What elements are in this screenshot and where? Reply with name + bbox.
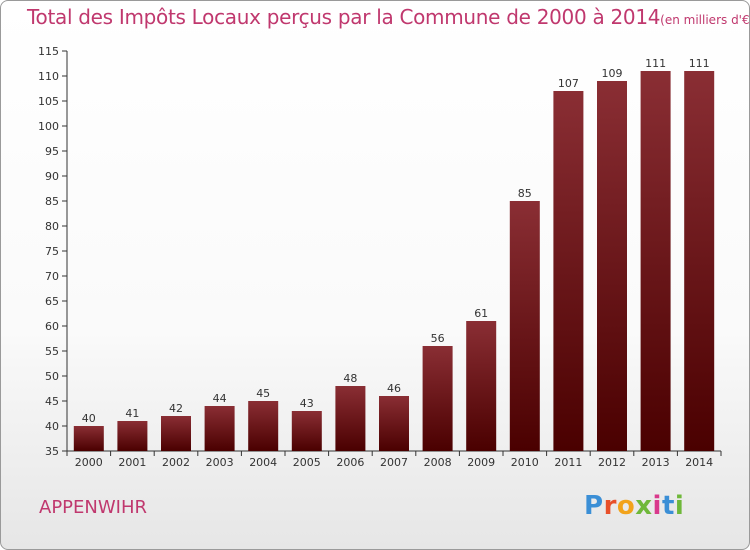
y-tick-label: 105 bbox=[38, 95, 59, 108]
chart-unit-label: (en milliers d'€) bbox=[660, 13, 750, 27]
x-tick-label: 2012 bbox=[598, 456, 626, 469]
x-tick-label: 2002 bbox=[162, 456, 190, 469]
logo-letter: r bbox=[603, 491, 617, 521]
chart-data-labels: 40 41 42 44 45 43 48 46 56 61 85 107 109 111 111 bbox=[82, 57, 710, 425]
bar-value-label: 41 bbox=[125, 407, 139, 420]
bar bbox=[597, 81, 627, 451]
bar-value-label: 109 bbox=[602, 67, 623, 80]
y-tick-label: 115 bbox=[38, 45, 59, 58]
y-tick-label: 70 bbox=[45, 270, 59, 283]
bar bbox=[466, 321, 497, 451]
bar bbox=[379, 396, 409, 451]
x-tick-label: 2007 bbox=[380, 456, 408, 469]
x-tick-label: 2001 bbox=[118, 456, 146, 469]
bar bbox=[291, 411, 322, 451]
y-tick-label: 75 bbox=[45, 245, 59, 258]
y-tick-label: 50 bbox=[45, 370, 59, 383]
x-tick-label: 2006 bbox=[336, 456, 364, 469]
bar-value-label: 61 bbox=[474, 307, 488, 320]
bar-value-label: 46 bbox=[387, 382, 401, 395]
y-tick-label: 100 bbox=[38, 120, 59, 133]
logo-letter: o bbox=[616, 491, 636, 521]
bar bbox=[204, 406, 235, 451]
x-tick-label: 2008 bbox=[424, 456, 452, 469]
y-tick-label: 60 bbox=[45, 320, 59, 333]
y-tick-label: 40 bbox=[45, 420, 59, 433]
chart-title-text: Total des Impôts Locaux perçus par la Co… bbox=[27, 5, 661, 29]
proxiti-logo: Proxiti bbox=[584, 491, 684, 521]
bar bbox=[161, 416, 191, 451]
bar bbox=[422, 346, 453, 451]
chart-title: Total des Impôts Locaux perçus par la Co… bbox=[27, 5, 750, 29]
x-tick-label: 2010 bbox=[511, 456, 539, 469]
y-tick-label: 45 bbox=[45, 395, 59, 408]
logo-letter: P bbox=[584, 491, 604, 521]
x-tick-label: 2013 bbox=[642, 456, 670, 469]
bar-value-label: 43 bbox=[300, 397, 314, 410]
logo-letter: t bbox=[661, 491, 675, 521]
bar-value-label: 56 bbox=[431, 332, 445, 345]
y-tick-label: 95 bbox=[45, 145, 59, 158]
bar-value-label: 111 bbox=[689, 57, 710, 70]
y-tick-label: 35 bbox=[45, 445, 59, 458]
logo-letter: i bbox=[674, 491, 685, 521]
x-tick-label: 2005 bbox=[293, 456, 321, 469]
bar-value-label: 40 bbox=[82, 412, 96, 425]
bar bbox=[117, 421, 148, 451]
x-tick-label: 2009 bbox=[467, 456, 495, 469]
x-tick-label: 2011 bbox=[554, 456, 582, 469]
y-tick-label: 110 bbox=[38, 70, 59, 83]
bar bbox=[248, 401, 279, 451]
bar bbox=[553, 91, 584, 451]
commune-name: APPENWIHR bbox=[39, 497, 148, 518]
chart-bars bbox=[73, 71, 715, 451]
x-tick-label: 2003 bbox=[206, 456, 234, 469]
x-tick-label: 2004 bbox=[249, 456, 277, 469]
y-tick-label: 85 bbox=[45, 195, 59, 208]
chart-axes: 35 40 45 50 55 60 65 70 75 80 85 90 95 100 105 110 115 20… bbox=[38, 45, 722, 469]
bar-value-label: 111 bbox=[645, 57, 666, 70]
bar-value-label: 48 bbox=[343, 372, 357, 385]
y-tick-label: 55 bbox=[45, 345, 59, 358]
bar bbox=[335, 386, 366, 451]
bar bbox=[684, 71, 715, 451]
bar bbox=[640, 71, 671, 451]
logo-letter: x bbox=[635, 491, 653, 521]
bar bbox=[509, 201, 540, 451]
logo-letter: i bbox=[652, 491, 662, 521]
y-tick-label: 65 bbox=[45, 295, 59, 308]
bar-value-label: 107 bbox=[558, 77, 579, 90]
x-tick-label: 2014 bbox=[685, 456, 713, 469]
bar-value-label: 42 bbox=[169, 402, 183, 415]
bar-value-label: 45 bbox=[256, 387, 270, 400]
y-tick-label: 90 bbox=[45, 170, 59, 183]
bar-value-label: 44 bbox=[213, 392, 227, 405]
bar-value-label: 85 bbox=[518, 187, 532, 200]
bar bbox=[73, 426, 104, 451]
y-tick-label: 80 bbox=[45, 220, 59, 233]
x-tick-label: 2000 bbox=[75, 456, 103, 469]
